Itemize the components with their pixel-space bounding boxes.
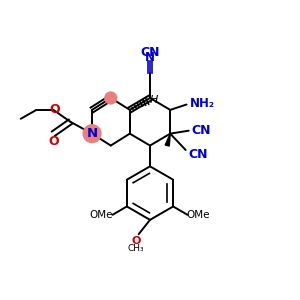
- Text: O: O: [48, 135, 59, 148]
- Text: O: O: [50, 103, 60, 116]
- Text: CN: CN: [192, 124, 211, 136]
- Circle shape: [83, 125, 101, 142]
- Text: NH₂: NH₂: [190, 98, 214, 110]
- Text: N: N: [145, 51, 155, 64]
- Text: OMe: OMe: [187, 210, 210, 220]
- Text: CN: CN: [188, 148, 208, 161]
- Text: H: H: [150, 95, 158, 105]
- Text: N: N: [86, 127, 98, 140]
- Text: OMe: OMe: [90, 210, 113, 220]
- Text: CH₃: CH₃: [128, 244, 144, 253]
- Polygon shape: [165, 134, 170, 146]
- Text: O: O: [131, 236, 140, 246]
- Text: CN: CN: [140, 46, 160, 59]
- Circle shape: [105, 92, 117, 104]
